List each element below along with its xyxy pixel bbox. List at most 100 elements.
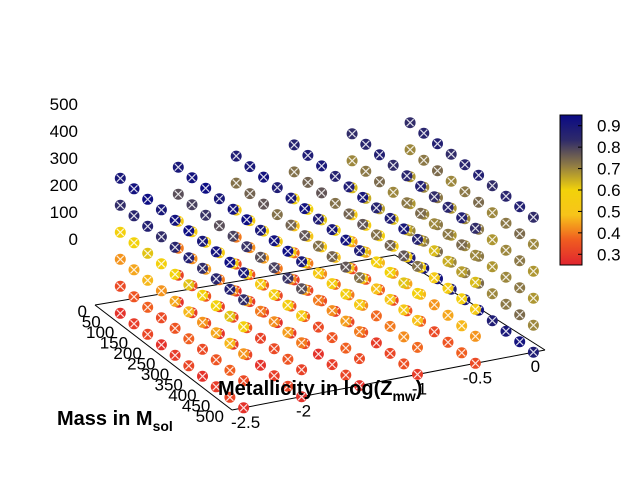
data-point-cross [399, 360, 408, 368]
data-point [213, 193, 225, 205]
data-point [404, 144, 416, 156]
data-point-cross [290, 168, 299, 176]
data-point [224, 364, 236, 376]
x-tick-label: 0 [78, 302, 87, 321]
data-point-cross [198, 237, 207, 246]
data-point [210, 300, 222, 312]
colorbar-ticks: 0.3 0.4 0.5 0.6 0.7 0.8 0.9 [578, 117, 621, 264]
data-point-cross [348, 129, 357, 138]
data-point-cross [283, 301, 292, 310]
data-point [210, 381, 222, 393]
data-point [514, 282, 526, 294]
data-point [412, 341, 423, 353]
data-point [398, 250, 410, 262]
data-point [282, 299, 294, 311]
data-point-cross [245, 189, 254, 198]
data-point-cross [399, 306, 408, 314]
data-point-cross [386, 322, 395, 331]
x-tick-label: 150 [100, 334, 128, 353]
data-point [428, 218, 440, 230]
data-point [230, 177, 242, 189]
data-point-cross [515, 283, 524, 292]
data-point-cross [488, 208, 497, 217]
data-point-cross [314, 323, 323, 331]
data-point [384, 347, 396, 359]
data-point-cross [419, 156, 428, 165]
data-point [255, 278, 266, 290]
data-point [442, 282, 454, 294]
data-point [114, 253, 126, 265]
data-point-cross [457, 348, 466, 357]
data-point [128, 318, 140, 330]
data-point-cross [184, 253, 193, 262]
data-point [514, 336, 526, 348]
data-point [255, 224, 266, 236]
data-point-cross [314, 350, 323, 358]
data-point [183, 279, 195, 291]
data-point-cross [297, 338, 306, 347]
data-point-cross [389, 188, 398, 197]
x-tick-label: 300 [141, 365, 169, 384]
data-point-cross [256, 226, 265, 235]
data-point-cross [488, 316, 497, 325]
data-point [316, 187, 328, 199]
data-point-cross [297, 284, 306, 293]
data-point [326, 278, 338, 290]
data-point [197, 262, 208, 274]
data-point-cross [341, 290, 350, 298]
data-point [398, 304, 410, 316]
data-point-cross [457, 321, 466, 330]
z-tick-label: 200 [50, 176, 78, 195]
data-point [238, 267, 250, 279]
data-point [343, 181, 355, 193]
data-point-cross [444, 311, 452, 320]
data-point [142, 301, 154, 313]
data-point [169, 295, 181, 307]
data-point-cross [116, 201, 125, 210]
data-point-cross [143, 276, 152, 285]
data-point-cross [130, 292, 138, 301]
data-point-cross [242, 215, 251, 224]
data-point-cross [444, 338, 452, 347]
data-point [428, 191, 440, 203]
data-point-cross [406, 118, 415, 127]
data-point [238, 321, 250, 333]
data-point [312, 213, 324, 225]
y-tick-label: -2 [296, 402, 311, 421]
colorbar-tick-label: 0.6 [597, 181, 621, 200]
data-point [213, 220, 225, 232]
data-point [183, 360, 195, 372]
data-point [404, 117, 416, 129]
data-point-cross [348, 156, 357, 165]
data-point [155, 312, 167, 324]
data-point [346, 128, 358, 140]
data-point [360, 138, 372, 150]
data-point-cross [328, 306, 337, 315]
data-point-cross [430, 246, 439, 255]
data-point-cross [515, 229, 524, 238]
data-point-cross [471, 224, 480, 233]
data-point-cross [341, 263, 350, 271]
data-point [172, 188, 184, 200]
data-point [360, 165, 372, 177]
data-point-cross [256, 307, 265, 316]
data-point [370, 337, 382, 349]
data-point [486, 288, 498, 300]
data-point-cross [444, 257, 452, 266]
data-point [374, 149, 385, 161]
data-point [412, 314, 423, 326]
data-point [312, 294, 324, 306]
data-point-cross [212, 328, 221, 337]
data-point-cross [130, 265, 138, 274]
data-point [412, 233, 423, 245]
z-tick-label: 0 [69, 230, 78, 249]
data-point-cross [399, 225, 408, 233]
data-point [456, 266, 468, 278]
data-point [288, 166, 300, 178]
data-point-cross [242, 242, 251, 251]
data-point [169, 322, 181, 334]
x-tick-label: 350 [155, 376, 183, 395]
data-point-cross [457, 240, 466, 249]
data-point-cross [460, 160, 469, 169]
data-point [241, 214, 253, 226]
